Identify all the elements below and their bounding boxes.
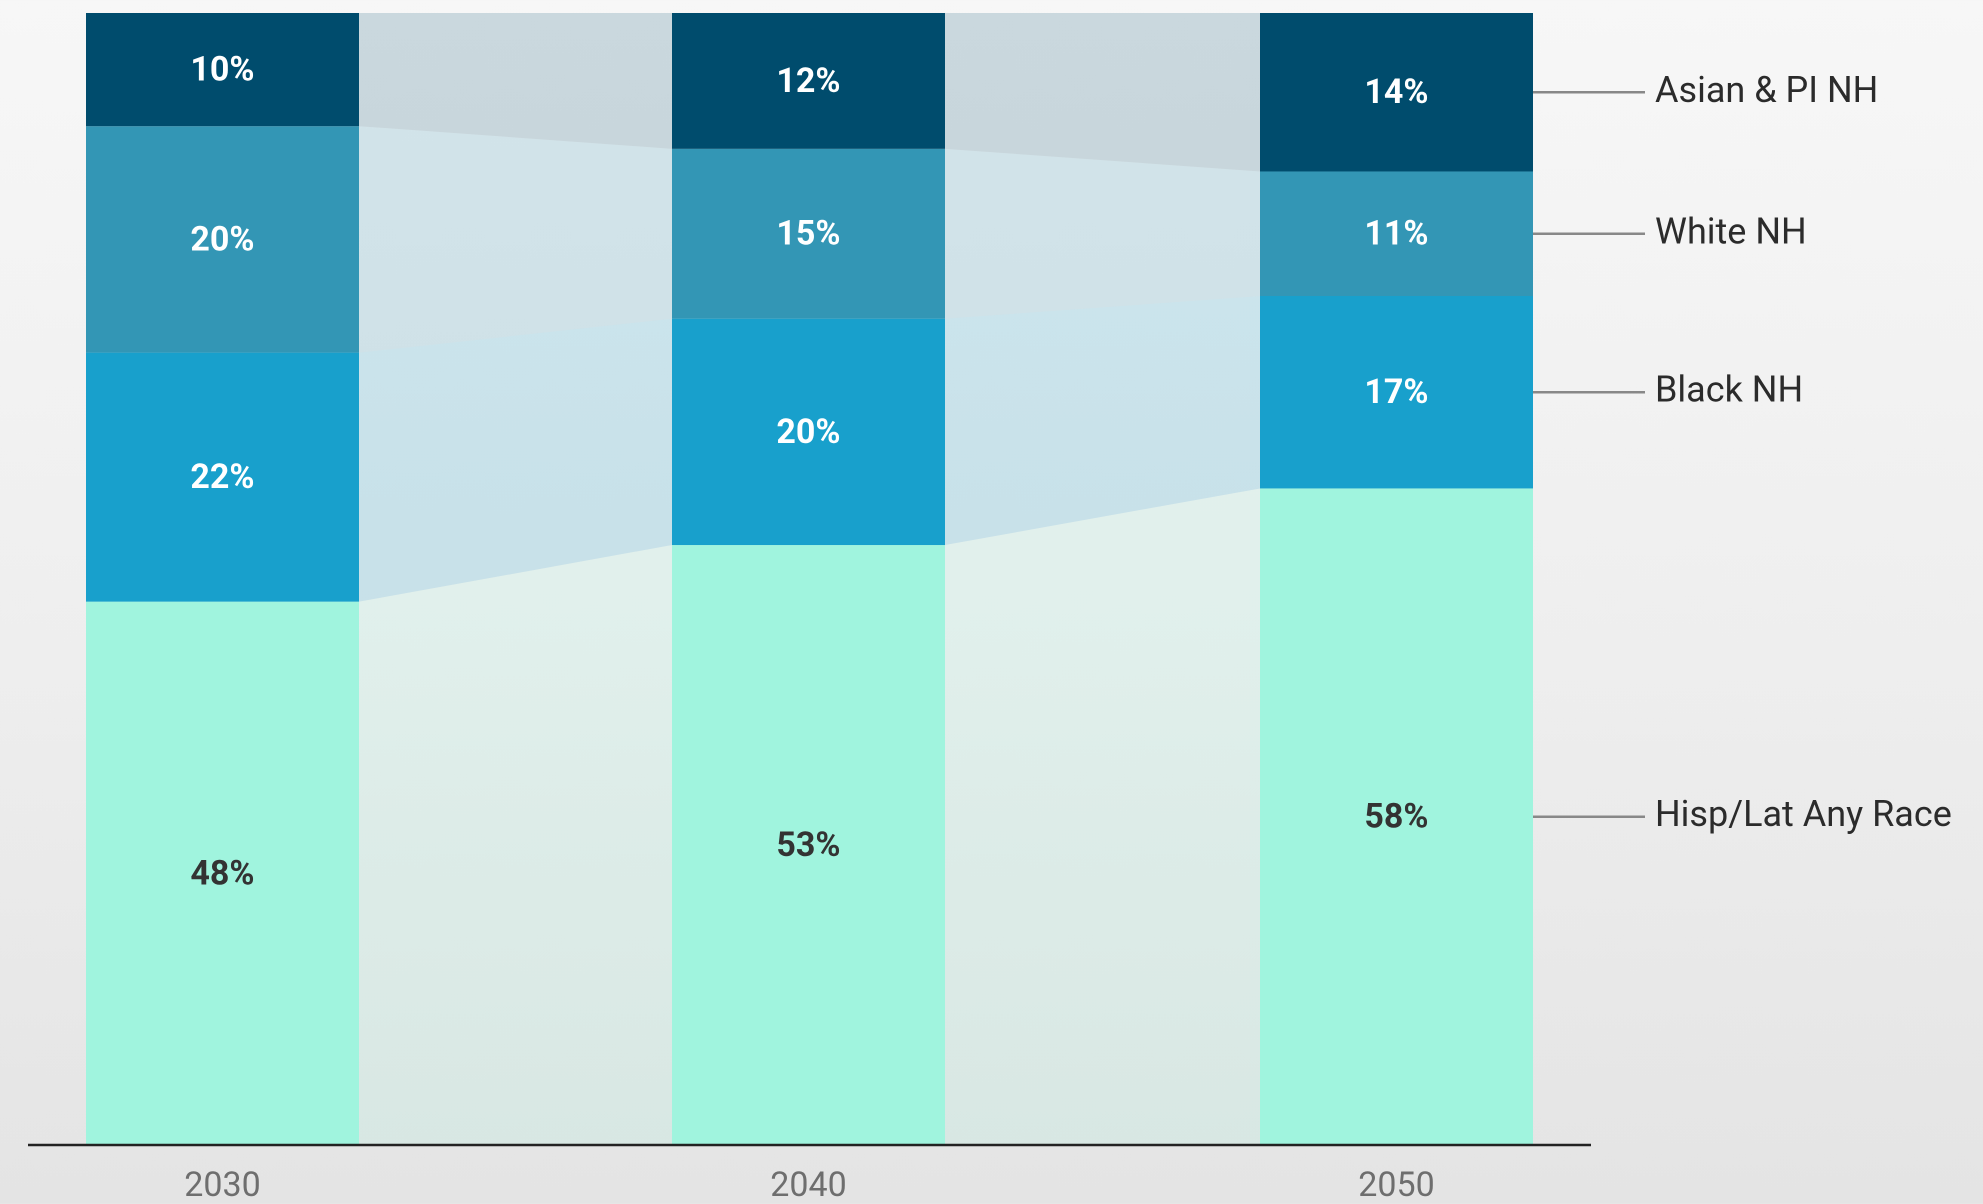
value-label: 17% [1364, 372, 1428, 412]
connector [359, 13, 672, 149]
value-label: 20% [776, 412, 840, 452]
bar-segment [1260, 13, 1533, 172]
bar-segment [672, 318, 945, 546]
connector [945, 488, 1260, 1145]
bar-segment [1260, 171, 1533, 296]
bar-segment [1260, 488, 1533, 1145]
x-tick-label: 2030 [184, 1165, 260, 1204]
legend-label: Hisp/Lat Any Race [1655, 793, 1952, 835]
legend-label: White NH [1655, 210, 1807, 252]
value-label: 15% [776, 214, 840, 254]
connector [359, 126, 672, 353]
bar-segment [672, 13, 945, 149]
x-tick-label: 2050 [1358, 1165, 1434, 1204]
value-label: 10% [190, 50, 254, 90]
value-label: 11% [1364, 214, 1428, 254]
bar-segment [86, 13, 359, 127]
connector [945, 13, 1260, 172]
bar-segment [86, 601, 359, 1145]
bar-segment [86, 126, 359, 353]
value-label: 22% [190, 457, 254, 497]
bar-segment [1260, 296, 1533, 489]
value-label: 53% [776, 825, 840, 865]
connector [359, 545, 672, 1145]
value-label: 12% [776, 61, 840, 101]
legend-label: Black NH [1655, 369, 1803, 411]
x-tick-label: 2040 [770, 1165, 846, 1204]
bar-segment [672, 545, 945, 1145]
value-label: 58% [1364, 797, 1428, 837]
connector [945, 148, 1260, 319]
bar-segment [672, 148, 945, 319]
value-label: 20% [190, 219, 254, 259]
connector [945, 296, 1260, 546]
connector [359, 318, 672, 602]
value-label: 14% [1364, 72, 1428, 112]
value-label: 48% [190, 853, 254, 893]
legend-label: Asian & PI NH [1655, 69, 1878, 111]
bar-segment [86, 352, 359, 602]
